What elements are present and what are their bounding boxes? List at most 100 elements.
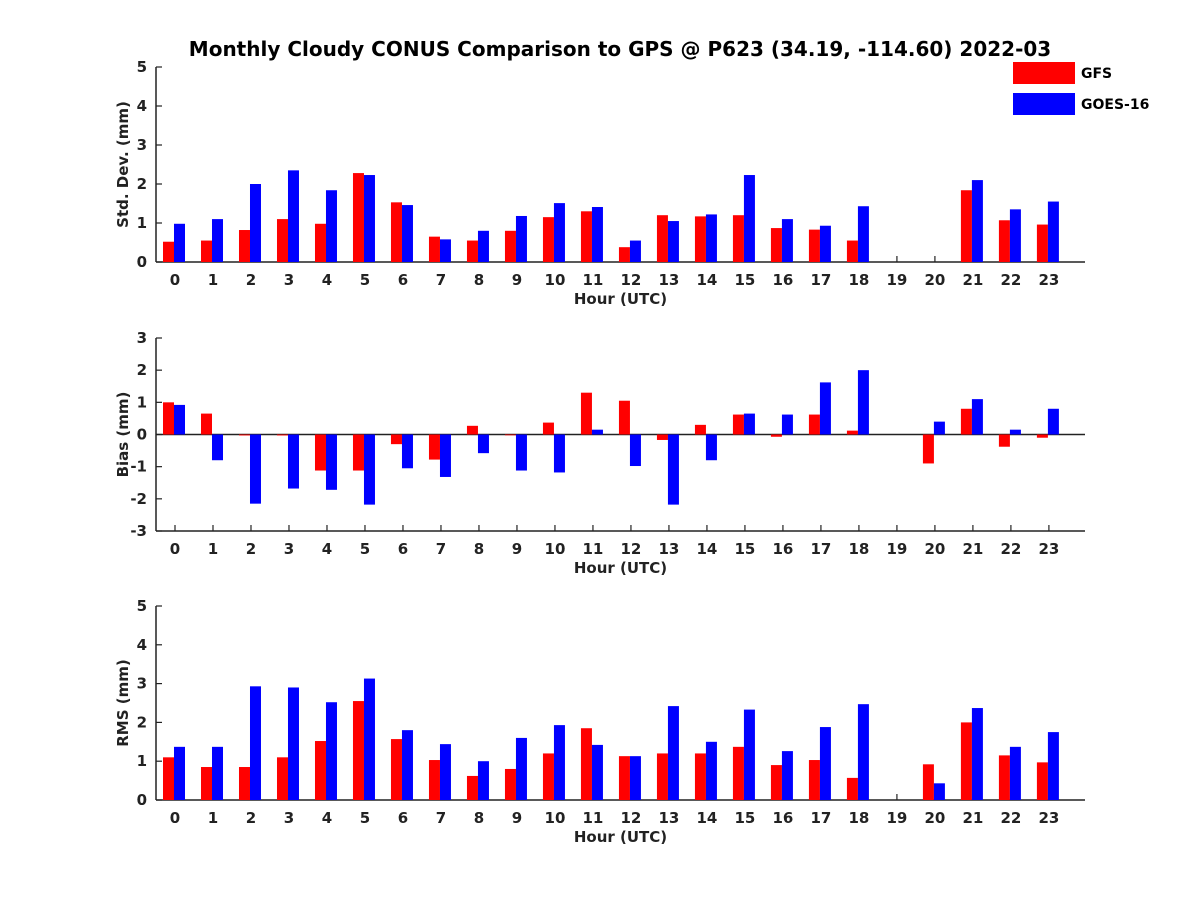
bar-goes-16 xyxy=(363,434,375,505)
bar-goes-16 xyxy=(173,404,185,435)
bar-gfs xyxy=(770,765,782,800)
bar-goes-16 xyxy=(1009,429,1021,435)
x-tick-label: 8 xyxy=(474,809,484,827)
bar-gfs xyxy=(314,434,326,471)
bar-goes-16 xyxy=(971,180,983,262)
bar-gfs xyxy=(694,216,706,262)
x-tick-label: 4 xyxy=(322,540,332,558)
bar-goes-16 xyxy=(629,434,641,467)
bar-gfs xyxy=(542,217,554,262)
x-tick-label: 15 xyxy=(734,809,755,827)
bar-goes-16 xyxy=(743,709,755,800)
x-tick-label: 15 xyxy=(734,271,755,289)
bar-gfs xyxy=(238,434,250,436)
bar-gfs xyxy=(352,173,364,262)
legend: GFS GOES-16 xyxy=(1013,62,1149,115)
bar-goes-16 xyxy=(325,434,337,490)
x-tick-label: 11 xyxy=(583,540,604,558)
bar-gfs xyxy=(504,434,516,436)
bar-goes-16 xyxy=(1009,746,1021,800)
bar-goes-16 xyxy=(933,421,945,435)
x-tick-label: 13 xyxy=(659,809,680,827)
bar-goes-16 xyxy=(249,184,261,262)
x-tick-label: 16 xyxy=(772,809,793,827)
x-tick-label: 17 xyxy=(810,540,831,558)
x-tick-label: 14 xyxy=(697,809,718,827)
x-tick-label: 21 xyxy=(962,809,983,827)
bar-gfs xyxy=(1036,434,1048,438)
bar-goes-16 xyxy=(553,203,565,262)
x-tick-label: 11 xyxy=(583,271,604,289)
bar-goes-16 xyxy=(553,725,565,800)
chart-title: Monthly Cloudy CONUS Comparison to GPS @… xyxy=(189,37,1051,61)
bar-goes-16 xyxy=(1047,408,1059,435)
bar-goes-16 xyxy=(933,783,945,800)
bar-goes-16 xyxy=(1047,201,1059,262)
bar-goes-16 xyxy=(591,429,603,435)
bar-goes-16 xyxy=(363,678,375,800)
bar-goes-16 xyxy=(249,686,261,800)
y-tick-label: 2 xyxy=(137,713,147,731)
y-tick-label: -2 xyxy=(130,490,147,508)
bar-goes-16 xyxy=(705,214,717,262)
bar-gfs xyxy=(808,229,820,262)
bar-goes-16 xyxy=(477,230,489,262)
bar-gfs xyxy=(428,434,440,460)
bar-gfs xyxy=(998,755,1010,800)
y-tick-label: 5 xyxy=(137,597,147,615)
bar-gfs xyxy=(200,767,212,800)
x-tick-label: 22 xyxy=(1000,540,1021,558)
y-tick-label: -1 xyxy=(130,458,147,476)
bar-gfs xyxy=(238,230,250,262)
x-tick-label: 3 xyxy=(284,540,294,558)
bar-goes-16 xyxy=(1047,732,1059,800)
bar-gfs xyxy=(580,728,592,800)
bar-gfs xyxy=(390,202,402,262)
bar-goes-16 xyxy=(781,751,793,800)
bar-gfs xyxy=(162,241,174,262)
x-tick-label: 21 xyxy=(962,271,983,289)
x-tick-label: 20 xyxy=(924,540,945,558)
x-tick-label: 2 xyxy=(246,809,256,827)
y-tick-label: 3 xyxy=(137,136,147,154)
x-tick-label: 0 xyxy=(170,809,180,827)
bar-gfs xyxy=(656,753,668,800)
bar-gfs xyxy=(200,240,212,262)
x-tick-label: 19 xyxy=(886,540,907,558)
bar-gfs xyxy=(922,764,934,800)
bar-gfs xyxy=(276,219,288,262)
bar-gfs xyxy=(352,701,364,800)
bar-goes-16 xyxy=(325,190,337,262)
bar-goes-16 xyxy=(591,207,603,262)
bar-gfs xyxy=(238,767,250,800)
x-tick-label: 16 xyxy=(772,540,793,558)
bar-gfs xyxy=(770,434,782,437)
bar-goes-16 xyxy=(971,399,983,435)
bar-gfs xyxy=(656,434,668,440)
x-tick-label: 17 xyxy=(810,809,831,827)
x-tick-label: 7 xyxy=(436,271,446,289)
bar-gfs xyxy=(846,430,858,435)
bar-gfs xyxy=(770,228,782,262)
bar-goes-16 xyxy=(211,434,223,461)
x-tick-label: 14 xyxy=(697,540,718,558)
y-axis-label: RMS (mm) xyxy=(114,659,132,746)
x-tick-label: 3 xyxy=(284,271,294,289)
bar-gfs xyxy=(1036,224,1048,262)
x-tick-label: 14 xyxy=(697,271,718,289)
x-tick-label: 9 xyxy=(512,809,522,827)
bar-goes-16 xyxy=(477,434,489,454)
bar-gfs xyxy=(504,768,516,800)
x-tick-label: 2 xyxy=(246,540,256,558)
x-tick-label: 12 xyxy=(621,809,642,827)
bar-gfs xyxy=(1036,762,1048,800)
x-tick-label: 6 xyxy=(398,271,408,289)
bar-gfs xyxy=(390,739,402,800)
y-axis-label: Bias (mm) xyxy=(114,392,132,478)
x-axis-label: Hour (UTC) xyxy=(574,290,667,308)
x-tick-label: 22 xyxy=(1000,809,1021,827)
bar-goes-16 xyxy=(439,239,451,262)
bar-goes-16 xyxy=(287,170,299,262)
x-tick-label: 6 xyxy=(398,540,408,558)
x-tick-label: 7 xyxy=(436,809,446,827)
